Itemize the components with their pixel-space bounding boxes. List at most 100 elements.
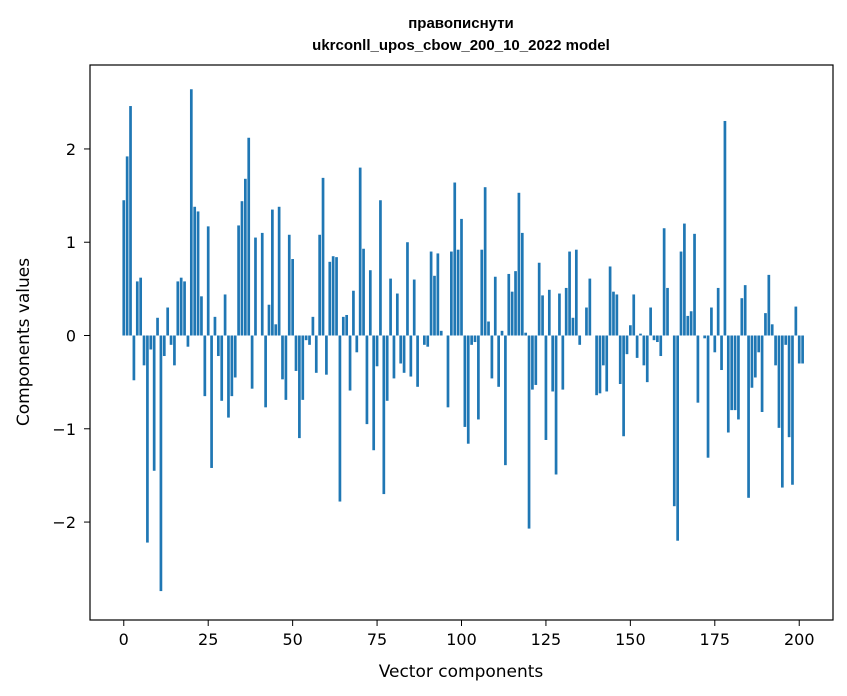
y-axis-label: Components values	[14, 258, 34, 426]
x-axis-ticks: 0 25 50 75 100 125 150 175 200	[119, 620, 815, 649]
bar-191	[767, 274, 771, 336]
bar-78	[385, 335, 389, 401]
bar-142	[601, 335, 605, 366]
x-tick-label: 200	[784, 630, 815, 649]
bar-189	[760, 335, 764, 412]
bar-114	[507, 273, 511, 336]
bar-110	[493, 276, 497, 336]
bar-126	[547, 289, 551, 336]
bar-154	[642, 335, 646, 366]
bar-66	[345, 314, 349, 336]
bar-186	[750, 335, 754, 388]
bar-2	[129, 106, 132, 336]
x-tick-label: 175	[700, 630, 731, 649]
bar-29	[220, 335, 224, 401]
bar-77	[382, 335, 386, 495]
bar-200	[797, 335, 801, 364]
bar-188	[757, 335, 761, 353]
bar-15	[173, 335, 176, 366]
bar-4	[135, 281, 139, 336]
bar-85	[409, 335, 413, 377]
bar-38	[250, 335, 254, 389]
bar-7	[146, 335, 149, 543]
bar-155	[645, 335, 649, 383]
bar-3	[132, 335, 136, 381]
bar-178	[723, 120, 727, 336]
bar-55	[308, 335, 311, 345]
bar-157	[652, 335, 656, 341]
bar-92	[433, 275, 436, 336]
bar-151	[632, 294, 636, 336]
bar-90	[426, 335, 430, 347]
bar-109	[490, 335, 494, 379]
chart-subtitle: ukrconll_upos_cbow_200_10_2022 model	[312, 37, 610, 54]
bar-81	[395, 293, 399, 336]
bar-21	[193, 206, 197, 336]
bar-76	[379, 200, 382, 336]
bar-6	[142, 335, 146, 366]
bar-75	[375, 335, 379, 367]
bar-198	[791, 335, 794, 485]
bar-130	[561, 335, 565, 390]
bar-159	[659, 335, 663, 357]
bar-74	[372, 335, 376, 451]
bar-73	[368, 270, 372, 336]
bar-108	[487, 321, 490, 336]
x-tick-label: 125	[531, 630, 562, 649]
bar-37	[247, 137, 251, 336]
bar-185	[747, 335, 750, 498]
bar-175	[713, 335, 717, 353]
bar-1	[125, 156, 129, 336]
bar-125	[544, 335, 548, 440]
bar-72	[365, 335, 369, 425]
y-tick-label: 1	[66, 233, 76, 252]
bar-47	[281, 335, 284, 380]
bar-36	[244, 178, 247, 336]
bar-52	[298, 335, 301, 439]
bar-54	[304, 335, 308, 341]
bar-123	[537, 262, 541, 336]
y-tick-label: −1	[52, 420, 76, 439]
bar-60	[325, 335, 328, 375]
bar-169	[693, 233, 696, 336]
bar-112	[500, 330, 504, 336]
bar-116	[514, 271, 517, 336]
bar-153	[639, 333, 642, 336]
bar-192	[770, 324, 774, 336]
bar-118	[520, 232, 524, 336]
bar-46	[277, 206, 281, 336]
bar-124	[541, 295, 544, 336]
bar-163	[672, 335, 676, 507]
bar-176	[716, 287, 720, 336]
bar-10	[156, 317, 159, 336]
y-tick-label: 0	[66, 327, 76, 346]
bar-25	[206, 226, 210, 336]
bar-149	[625, 335, 629, 355]
bar-122	[534, 335, 538, 385]
bar-13	[166, 307, 170, 336]
bar-64	[338, 335, 342, 502]
x-tick-label: 100	[446, 630, 477, 649]
chart-title: правописнути	[408, 15, 514, 32]
bar-196	[784, 335, 788, 345]
bar-44	[271, 209, 274, 336]
bar-199	[794, 306, 798, 336]
bar-32	[230, 335, 234, 397]
bar-182	[737, 335, 740, 420]
bar-20	[189, 89, 193, 336]
bar-111	[497, 335, 501, 387]
bar-156	[649, 307, 652, 336]
bar-172	[703, 335, 707, 339]
bar-58	[318, 234, 322, 336]
bar-138	[588, 278, 592, 336]
bar-132	[568, 251, 571, 336]
bar-24	[203, 335, 207, 397]
bar-50	[291, 259, 294, 336]
bar-128	[554, 335, 558, 475]
bar-190	[764, 313, 767, 336]
bar-93	[436, 253, 440, 336]
bar-30	[223, 294, 227, 336]
bar-14	[169, 335, 173, 345]
bar-106	[480, 249, 484, 336]
